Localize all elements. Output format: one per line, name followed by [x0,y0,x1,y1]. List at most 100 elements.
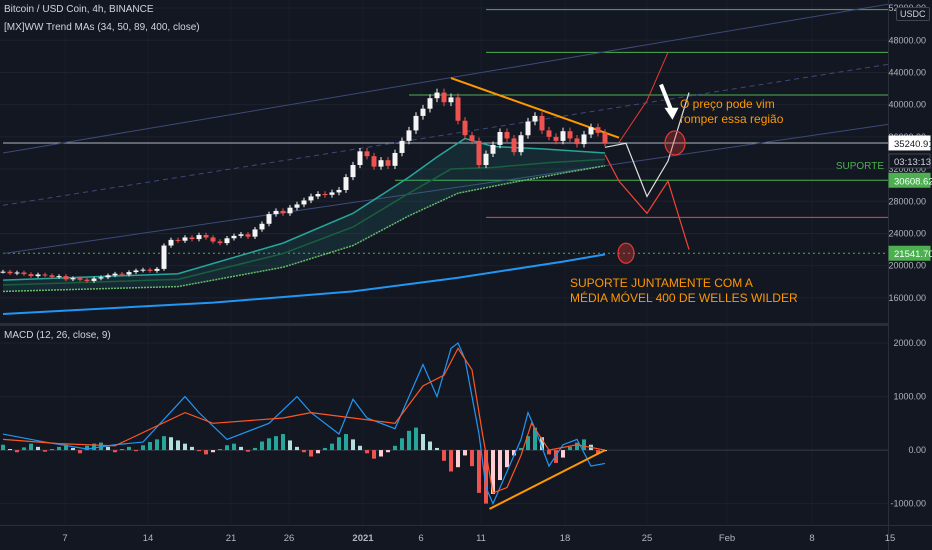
candle-body [140,269,146,271]
candle-body [259,223,265,230]
candle-body [588,127,594,135]
candle-body [28,274,34,277]
macd-histogram-bar [344,434,348,451]
macd-histogram-bar [155,439,159,451]
macd-pane[interactable] [0,327,888,525]
candle-body [336,189,342,193]
macd-histogram-bar [197,450,201,452]
candle-body [427,98,433,109]
macd-tick-label: 0.00 [908,445,926,455]
time-tick-label: 18 [560,533,571,544]
channel-upper-line [2,0,914,154]
arrow-head [664,107,679,120]
price-tick-label: 32000.00 [888,164,926,174]
macd-tick-label: 1000.00 [893,392,926,402]
candle-body [147,269,153,271]
time-tick-label: 8 [809,533,814,544]
horizontal-levels[interactable] [3,9,888,254]
macd-indicator [0,342,888,510]
price-label-text: 21541.70 [894,249,932,260]
candle-body [350,165,356,178]
support-tag: SUPORTE [836,161,884,172]
price-label-text: 30608.62 [894,176,932,187]
projection-white [604,92,690,198]
macd-histogram-bar [358,445,362,451]
macd-histogram-bar [260,441,264,451]
candle-body [63,276,69,280]
candle-body [21,272,27,275]
candle-body [84,279,90,281]
ma-cloud [3,138,605,292]
candle-body [301,200,307,205]
candle-body [56,276,62,278]
price-label-box [888,135,931,151]
moving-averages [2,137,606,315]
candle-body [602,132,608,143]
macd-histogram-bar [22,447,26,451]
macd-histogram-bar [477,450,481,493]
drawings-layer[interactable]: SUPORTE [2,0,914,264]
candle-body [420,108,426,116]
indicator-legend[interactable]: [MX]WW Trend MAs (34, 50, 89, 400, close… [4,22,200,33]
candle-body [378,160,384,167]
candle-body [224,238,230,244]
candle-body [105,275,111,278]
candle-body [392,152,398,166]
candle-body [329,192,335,195]
macd-histogram-bar [183,443,187,451]
price-label-text: 35240.91 [894,139,932,150]
macd-histogram-bar [372,450,376,459]
macd-histogram-bar [582,439,586,451]
macd-histogram-bar [141,445,145,451]
candle-body [189,237,195,240]
support-annotation-line2: MÉDIA MÓVEL 400 DE WELLES WILDER [570,291,798,305]
candle-body [581,134,587,145]
currency-label[interactable]: USDC [896,7,930,21]
breakout-annotation-line2: romper essa região [680,112,784,126]
macd-histogram-bar [92,443,96,451]
macd-legend[interactable]: MACD (12, 26, close, 9) [4,330,111,341]
candle-body [497,132,503,145]
macd-histogram-bar [337,437,341,451]
candle-body [133,270,139,273]
candle-body [175,239,181,241]
macd-histogram-bar [120,449,124,451]
price-axis-bg [888,0,932,550]
macd-histogram-bar [8,449,12,451]
candle-body [343,177,349,190]
candle-body [231,235,237,239]
candle-body [504,132,510,139]
macd-histogram-bar [134,450,138,452]
macd-histogram-bar [568,446,572,451]
macd-signal-line [2,347,606,494]
candle-body [182,237,188,241]
candle-body [322,194,328,196]
candle-body [42,274,48,276]
price-tick-label: 24000.00 [888,228,926,238]
macd-histogram-bar [519,447,523,451]
channel-lower-line [2,120,914,255]
candle-body [77,278,83,280]
macd-histogram-bar [533,427,537,451]
support-annotation[interactable]: SUPORTE JUNTAMENTE COM A MÉDIA MÓVEL 400… [570,276,798,306]
moving-average-line [2,165,606,293]
candle-body [112,273,118,276]
macd-histogram-bar [498,450,502,481]
chart-title: Bitcoin / USD Coin, 4h, BINANCE [4,4,154,15]
candle-body [315,194,321,197]
macd-histogram-bar [15,450,19,453]
macd-histogram-bar [78,450,82,454]
macd-histogram-bar [211,450,215,453]
candle-body [448,97,454,103]
macd-histogram-bar [428,441,432,451]
time-tick-label: 7 [62,533,67,544]
candle-body [168,239,174,246]
candle-body [399,140,405,153]
candle-body [364,151,370,157]
breakout-annotation[interactable]: O preço pode vim romper essa região [680,97,783,127]
macd-histogram-bar [218,449,222,451]
candle-body [35,274,41,277]
macd-histogram-bar [50,449,54,451]
macd-tick-label: -1000.00 [890,499,926,509]
